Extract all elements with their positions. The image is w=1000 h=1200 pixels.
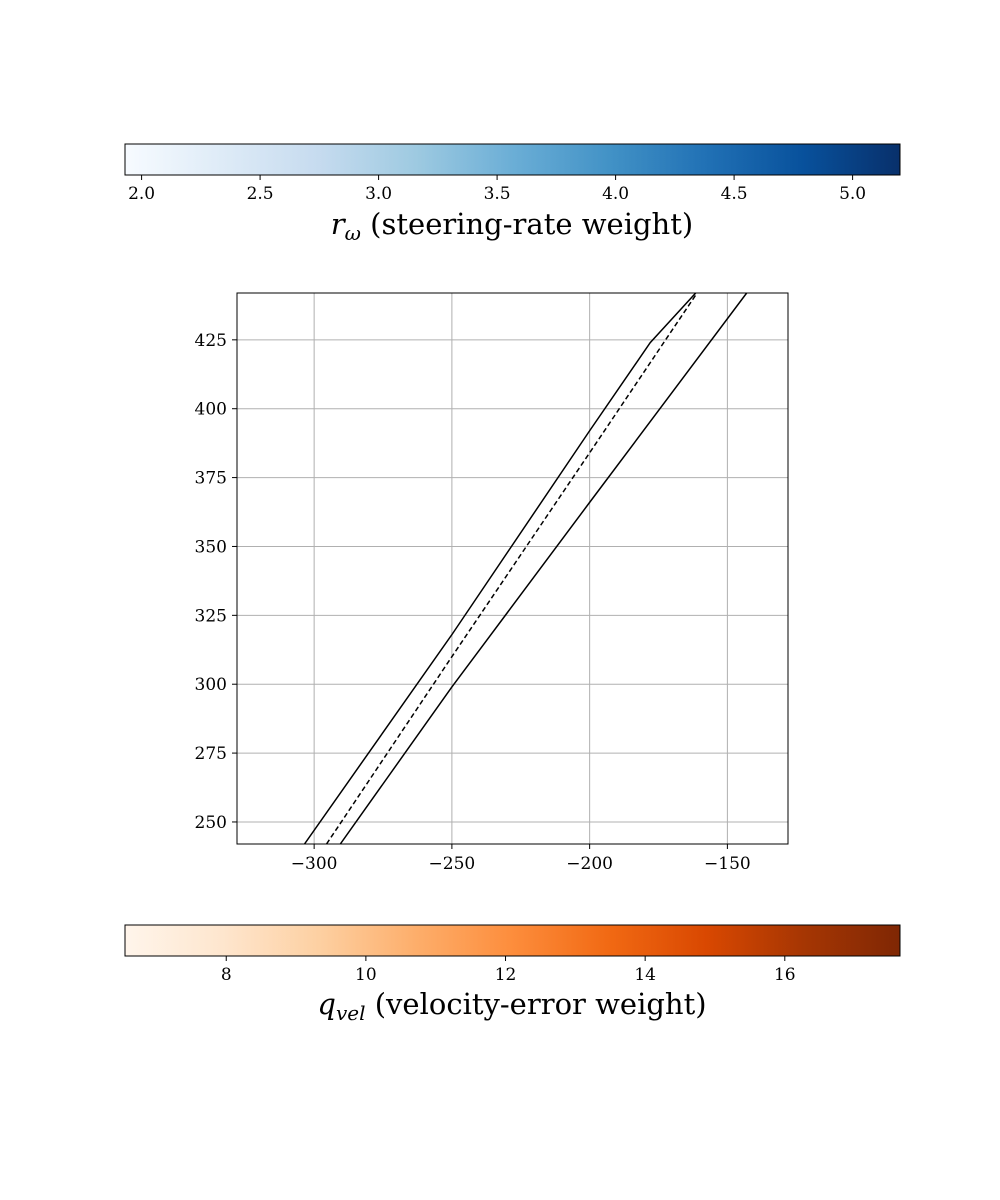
series-line-1	[303, 293, 697, 844]
colorbar-bottom-label: qvel (velocity-error weight)	[317, 987, 706, 1025]
series-line-3	[339, 293, 748, 844]
colorbar-bottom: 8 10 12 14 16 qvel (velocity-error weight)	[124, 924, 901, 1025]
y-axis-ticks: 250 275 300 325 350 375 400 425	[195, 331, 237, 833]
colorbar-top-label-symbol: r	[331, 207, 347, 241]
colorbar-top-label-text: (steering-rate weight)	[361, 207, 693, 241]
x-tick-label: −150	[704, 854, 751, 874]
colorbar-bottom-tick-label: 12	[495, 965, 517, 985]
colorbar-top-tick-label: 2.0	[128, 184, 155, 204]
colorbar-bottom-tick-label: 8	[221, 965, 232, 985]
y-tick-label: 325	[195, 606, 227, 626]
y-tick-label: 300	[195, 675, 227, 695]
colorbar-bottom-gradient	[124, 924, 901, 957]
x-tick-label: −250	[429, 854, 476, 874]
colorbar-top-tick-label: 3.0	[365, 184, 392, 204]
colorbar-top: 2.0 2.5 3.0 3.5 4.0 4.5 5.0 rω (steering-rate …	[124, 143, 901, 245]
colorbar-bottom-tick-label: 10	[355, 965, 377, 985]
x-tick-label: −200	[566, 854, 613, 874]
y-tick-label: 275	[195, 744, 227, 764]
colorbar-top-tick-label: 5.0	[839, 184, 866, 204]
colorbar-bottom-label-subscript: vel	[336, 1001, 366, 1025]
y-tick-label: 425	[195, 331, 227, 351]
x-tick-label: −300	[291, 854, 338, 874]
x-axis-ticks: −300 −250 −200 −150	[291, 844, 751, 874]
y-tick-label: 350	[195, 537, 227, 557]
colorbar-top-tick-label: 3.5	[484, 184, 511, 204]
colorbar-top-ticks: 2.0 2.5 3.0 3.5 4.0 4.5 5.0	[128, 175, 866, 204]
series-lines	[303, 293, 748, 844]
y-tick-label: 375	[195, 469, 227, 489]
colorbar-top-gradient	[124, 143, 901, 176]
colorbar-bottom-tick-label: 16	[774, 965, 796, 985]
line-plot: −300 −250 −200 −150 250 275 300 325 350 375 400 42…	[195, 292, 789, 874]
series-line-2	[325, 293, 698, 844]
colorbar-top-tick-label: 2.5	[247, 184, 274, 204]
colorbar-top-tick-label: 4.5	[721, 184, 748, 204]
colorbar-bottom-ticks: 8 10 12 14 16	[221, 956, 796, 985]
y-tick-label: 400	[195, 400, 227, 420]
colorbar-bottom-label-text: (velocity-error weight)	[366, 987, 707, 1021]
colorbar-top-label-subscript: ω	[345, 221, 361, 245]
colorbar-top-tick-label: 4.0	[602, 184, 629, 204]
plot-frame	[236, 292, 789, 845]
colorbar-bottom-tick-label: 14	[634, 965, 656, 985]
y-tick-label: 250	[195, 813, 227, 833]
colorbar-bottom-label-symbol: q	[317, 987, 336, 1021]
colorbar-top-label: rω (steering-rate weight)	[331, 207, 693, 245]
grid-lines	[237, 293, 788, 844]
